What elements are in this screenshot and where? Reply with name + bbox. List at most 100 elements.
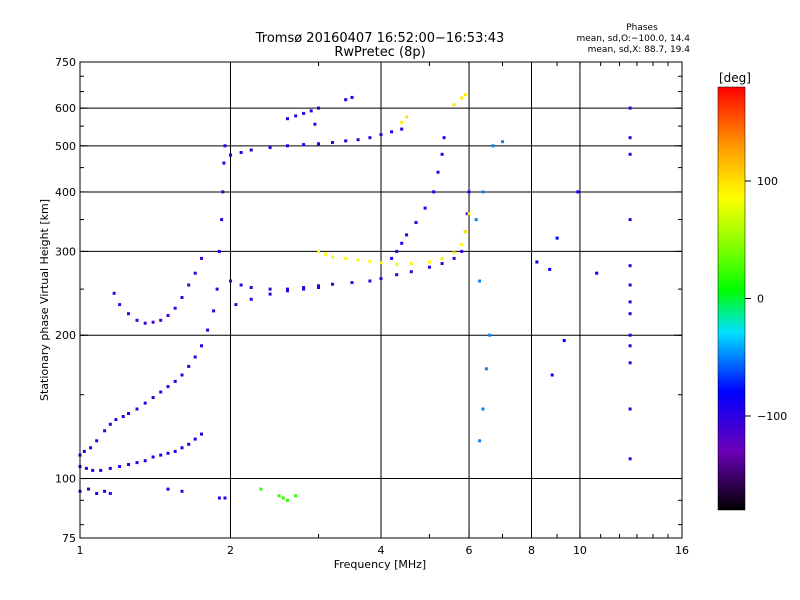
data-point [217, 249, 221, 253]
data-point [484, 367, 488, 371]
data-point [395, 249, 399, 253]
data-point [286, 289, 289, 293]
data-point [474, 218, 478, 222]
data-point [302, 286, 306, 289]
y-axis-label: Stationary phase Virtual Height [km] [38, 199, 51, 401]
data-point [173, 449, 177, 453]
data-point [103, 429, 107, 433]
data-point [281, 496, 285, 500]
data-point [379, 261, 383, 265]
data-point [249, 297, 253, 301]
colorbar [717, 86, 746, 511]
data-point [576, 190, 580, 194]
data-point [368, 136, 372, 140]
data-point [220, 218, 224, 222]
data-point [223, 496, 227, 500]
data-point [114, 418, 118, 422]
data-point [440, 256, 444, 260]
data-point [350, 281, 354, 285]
data-point [395, 273, 399, 277]
data-point [595, 271, 599, 275]
data-point [180, 296, 184, 299]
data-point [467, 190, 471, 194]
data-point [452, 256, 456, 260]
data-point [368, 259, 372, 263]
data-point [180, 373, 184, 377]
data-point [151, 455, 155, 459]
data-point [234, 303, 238, 307]
data-point [442, 136, 446, 140]
colorbar-tick-label: −100 [757, 410, 787, 423]
data-point [127, 412, 130, 415]
data-point [95, 439, 99, 443]
data-point [628, 312, 632, 316]
data-point [221, 190, 225, 194]
data-point [180, 489, 184, 493]
data-point [173, 379, 177, 383]
data-point [405, 233, 409, 237]
data-point [317, 249, 320, 253]
data-point [356, 138, 360, 142]
data-point [550, 373, 554, 377]
data-point [350, 95, 354, 99]
chart-title: Tromsø 20160407 16:52:00−16:53:43 [255, 31, 505, 46]
data-point [249, 286, 253, 289]
data-point [193, 437, 197, 441]
data-point [344, 139, 348, 143]
data-point [118, 303, 122, 307]
data-point [193, 271, 197, 275]
data-point [135, 407, 139, 411]
data-point [268, 146, 272, 149]
data-point [143, 401, 147, 405]
data-point [390, 256, 394, 260]
data-point [317, 286, 320, 289]
data-point [452, 103, 456, 107]
data-point [89, 446, 93, 450]
chart-subtitle: RwPretec (8p) [334, 45, 425, 60]
data-point [488, 333, 492, 337]
data-point [317, 284, 320, 288]
data-point [206, 328, 210, 332]
y-tick-label: 750 [55, 56, 76, 69]
colorbar-tick-label: 0 [757, 293, 764, 306]
data-point [481, 190, 485, 194]
data-point [151, 396, 155, 399]
data-point [440, 152, 444, 156]
y-tick-label: 300 [55, 245, 76, 258]
x-axis-label: Frequency [MHz] [334, 558, 426, 571]
data-point [535, 260, 539, 264]
data-point [84, 466, 88, 470]
data-point [460, 243, 464, 247]
data-point [200, 432, 203, 436]
data-point [478, 279, 482, 283]
data-point [268, 292, 272, 296]
data-point [390, 130, 394, 134]
data-point [628, 218, 632, 222]
x-tick-label: 8 [528, 544, 535, 557]
data-point [555, 236, 559, 240]
data-point [259, 487, 263, 491]
data-point [121, 415, 125, 418]
x-tick-label: 16 [675, 544, 689, 557]
data-point [368, 279, 372, 283]
data-point [400, 120, 404, 124]
data-point [215, 287, 219, 291]
data-point [405, 115, 409, 119]
data-point [239, 151, 243, 154]
colorbar-label: [deg] [719, 71, 751, 85]
stats-heading: Phases [626, 23, 658, 33]
y-tick-label: 600 [55, 102, 76, 115]
data-point [127, 463, 130, 466]
data-point [460, 249, 464, 253]
data-point [465, 212, 469, 216]
data-point [628, 152, 632, 156]
data-point [436, 170, 440, 174]
data-point [628, 361, 632, 365]
data-point [200, 256, 203, 260]
data-point [135, 461, 139, 465]
data-point [166, 451, 170, 455]
data-point [108, 466, 112, 470]
data-point [229, 153, 232, 157]
data-point [212, 309, 216, 313]
